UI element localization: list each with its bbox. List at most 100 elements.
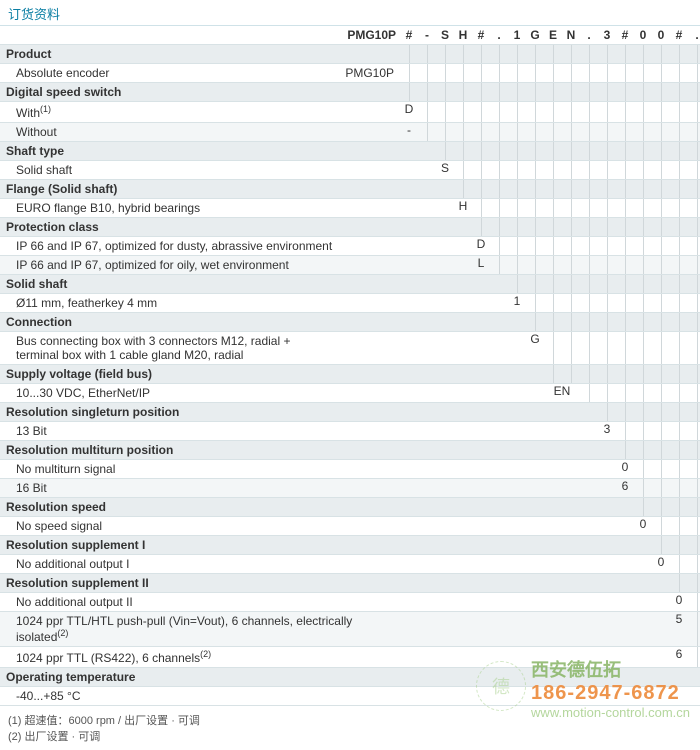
section-row: Connection [0, 313, 700, 332]
option-cell [634, 687, 652, 705]
option-cell [688, 612, 700, 646]
option-cell: 1 [508, 294, 526, 312]
option-cell [544, 64, 562, 82]
option-cell [544, 332, 562, 364]
section-row: Resolution speed [0, 498, 700, 517]
option-cell [436, 593, 454, 611]
option-cell [670, 64, 688, 82]
option-cell [562, 647, 580, 667]
section-row: Supply voltage (field bus) [0, 365, 700, 384]
option-cell [580, 64, 598, 82]
section-row: Resolution singleturn position [0, 403, 700, 422]
option-cell [670, 199, 688, 217]
option-cell [418, 102, 436, 122]
option-cell [562, 687, 580, 705]
code-cell: . [490, 28, 508, 42]
option-cell [580, 647, 598, 667]
option-cell [418, 422, 436, 440]
option-cell [598, 593, 616, 611]
option-cell [436, 123, 454, 141]
option-label: IP 66 and IP 67, optimized for dusty, ab… [0, 237, 400, 255]
option-cell: 3 [598, 422, 616, 440]
option-cell [616, 237, 634, 255]
option-cell [526, 517, 544, 535]
option-cell [652, 422, 670, 440]
option-cell [418, 687, 436, 705]
option-cell [454, 612, 472, 646]
code-cell: . [688, 28, 700, 42]
option-cell [652, 332, 670, 364]
option-cell [490, 517, 508, 535]
option-cell [526, 687, 544, 705]
option-cell [544, 460, 562, 478]
option-cell [562, 332, 580, 364]
option-cell [670, 460, 688, 478]
option-cell [418, 332, 436, 364]
option-cell [634, 161, 652, 179]
option-cell [544, 102, 562, 122]
option-cell [544, 294, 562, 312]
option-cell [418, 384, 436, 402]
option-cell [490, 687, 508, 705]
option-cell [634, 384, 652, 402]
option-row: -40...+85 °CA [0, 687, 700, 706]
option-cell [508, 555, 526, 573]
option-cell [580, 102, 598, 122]
option-cell [652, 593, 670, 611]
option-cell [526, 64, 544, 82]
option-cell [508, 647, 526, 667]
option-cell [616, 422, 634, 440]
code-prefix: PMG10P [0, 28, 400, 42]
option-cell [580, 517, 598, 535]
option-cell [562, 517, 580, 535]
option-cell [508, 332, 526, 364]
option-label: 10...30 VDC, EtherNet/IP [0, 384, 400, 402]
option-label: IP 66 and IP 67, optimized for oily, wet… [0, 256, 400, 274]
option-cell [436, 64, 454, 82]
option-cell [652, 64, 670, 82]
option-cell [490, 460, 508, 478]
option-cell [490, 294, 508, 312]
option-cell [580, 555, 598, 573]
option-cell [634, 555, 652, 573]
option-cell [580, 593, 598, 611]
option-cell [490, 612, 508, 646]
option-cell [544, 517, 562, 535]
option-cell [508, 199, 526, 217]
option-cell [400, 332, 418, 364]
section-row: Protection class [0, 218, 700, 237]
option-cell [526, 593, 544, 611]
option-cell: H [454, 199, 472, 217]
option-cell: 0 [616, 460, 634, 478]
option-cell [616, 593, 634, 611]
option-cell [526, 102, 544, 122]
option-cell [418, 460, 436, 478]
option-cell [616, 256, 634, 274]
option-cell [454, 647, 472, 667]
code-header-row: PMG10P#-SH#.1GEN.3#00#.A [0, 26, 700, 45]
option-cell: S [436, 161, 454, 179]
option-cell [472, 199, 490, 217]
option-cell [598, 256, 616, 274]
option-cell [436, 687, 454, 705]
option-cell [490, 102, 508, 122]
option-cell [634, 237, 652, 255]
option-cell [580, 199, 598, 217]
option-cell [418, 555, 436, 573]
option-cell [454, 102, 472, 122]
option-cell [634, 256, 652, 274]
option-cell [598, 332, 616, 364]
option-cell [418, 161, 436, 179]
option-cell [454, 64, 472, 82]
section-row: Digital speed switch [0, 83, 700, 102]
option-cell [436, 555, 454, 573]
option-cell [634, 102, 652, 122]
option-cell [562, 256, 580, 274]
option-row: Bus connecting box with 3 connectors M12… [0, 332, 700, 365]
option-cell: G [526, 332, 544, 364]
option-cell [490, 237, 508, 255]
section-header: Operating temperature [0, 668, 400, 686]
option-cell [562, 479, 580, 497]
footnote-2: (2) 出厂设置 · 可调 [8, 728, 692, 744]
section-header: Supply voltage (field bus) [0, 365, 400, 383]
